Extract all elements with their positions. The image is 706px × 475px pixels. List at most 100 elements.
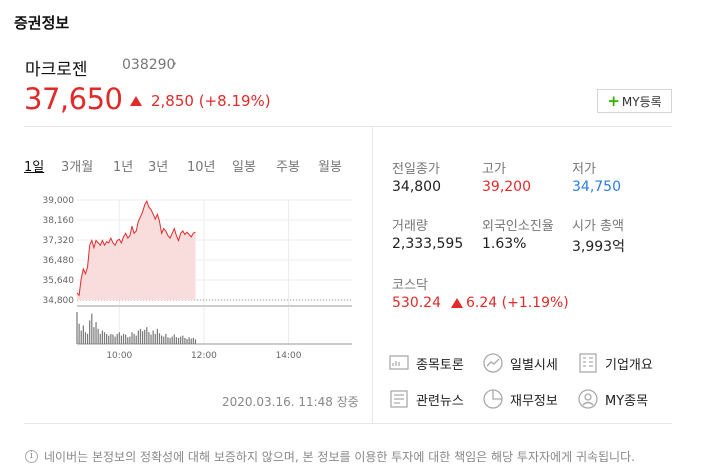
period-tab[interactable]: 10년 [187,160,216,175]
volume-bar [188,337,190,344]
volume-bar [135,335,137,344]
volume-bar [152,330,154,344]
volume-bar [118,332,120,344]
link-trend[interactable]: 일별시세 [482,352,558,374]
volume-bar [110,333,112,344]
pie-chart-icon [482,388,510,410]
stat-label: 고가 [482,162,506,177]
volume-bar [112,334,114,344]
volume-bar [144,329,146,344]
disclaimer: i 네이버는 본정보의 정확성에 대해 보증하지 않으며, 본 정보를 이용한 … [25,448,635,465]
volume-bar [80,330,82,344]
stock-code[interactable]: 038290 [122,57,176,73]
period-tab[interactable]: 월봉 [318,160,342,175]
stat-value: 39,200 [482,179,531,195]
volume-bar [99,333,101,344]
link-pie-chart[interactable]: 재무정보 [482,388,558,410]
person-icon [577,388,605,410]
volume-bar [154,333,156,344]
volume-bar [173,334,175,344]
current-price: 37,650 [24,82,123,116]
market-value: 530.24 [392,295,441,311]
link-label: 관련뉴스 [416,393,464,409]
volume-bar [93,327,95,344]
volume-bar [150,334,152,344]
chevron-right-icon[interactable]: › [171,54,177,72]
market-up-arrow-icon [451,298,463,308]
volume-bar [125,334,127,344]
volume-bar [192,337,194,344]
volume-bar [95,322,97,344]
volume-bar [194,339,197,344]
stat-value: 34,800 [392,179,441,195]
my-register-label: MY등록 [621,94,662,109]
plus-icon: + [607,91,620,110]
y-tick-label: 35,640 [43,276,75,286]
y-tick-label: 36,480 [43,256,75,266]
trend-icon [482,352,510,374]
link-news[interactable]: 관련뉴스 [388,388,464,410]
volume-bar [101,330,103,344]
link-label: 종목토론 [416,357,464,373]
volume-bar [163,336,165,344]
volume-bar [139,328,142,344]
link-label: 재무정보 [510,393,558,409]
stat-value: 3,993억 [572,239,625,255]
volume-bar [169,337,171,344]
stat-label: 거래량 [392,219,428,234]
company-icon [577,352,605,374]
y-tick-label: 39,000 [43,196,75,206]
link-discussion[interactable]: 종목토론 [388,352,464,374]
volume-bar [122,333,125,344]
volume-bar [190,338,192,344]
volume-bar [137,330,139,344]
volume-bar [182,335,184,344]
stat-value: 1.63% [482,236,527,252]
up-arrow-icon [130,96,142,106]
my-register-button[interactable]: + MY등록 [597,89,672,113]
price-change: 2,850 (+8.19%) [151,92,271,110]
period-tab[interactable]: 1년 [113,160,134,175]
volume-bar [177,337,180,344]
volume-bar [148,332,150,344]
volume-bar [116,333,118,344]
volume-bar [114,336,116,344]
volume-bar [120,335,123,344]
section-title: 증권정보 [14,14,70,32]
stat-value: 34,750 [572,179,621,195]
volume-bar [97,328,99,344]
volume-bar [89,320,91,344]
period-tab[interactable]: 3개월 [61,160,94,175]
stock-name[interactable]: 마크로젠 [25,60,88,80]
volume-bar [103,332,106,344]
stat-label: 전일종가 [392,162,440,177]
period-tab[interactable]: 주봉 [276,160,300,175]
info-icon: i [25,450,38,463]
link-person[interactable]: MY종목 [577,388,648,410]
disclaimer-text: 네이버는 본정보의 정확성에 대해 보증하지 않으며, 본 정보를 이용한 투자… [44,450,635,464]
period-tab[interactable]: 3년 [148,160,169,175]
period-tab[interactable]: 일봉 [232,160,256,175]
volume-bar [91,313,93,344]
x-tick-label: 14:00 [276,351,302,361]
volume-bar [82,325,84,344]
volume-bar [133,333,135,344]
volume-bar [186,338,188,344]
volume-bar [86,333,89,344]
market-change: 6.24 (+1.19%) [466,295,569,311]
y-tick-label: 37,320 [43,236,75,246]
stat-label: 시가 총액 [572,219,624,234]
volume-bar [76,312,78,344]
period-tab[interactable]: 1일 [24,160,45,175]
volume-bar [165,333,167,344]
y-tick-label: 38,160 [43,216,75,226]
stat-label: 외국인소진율 [482,219,554,234]
y-tick-label: 34,800 [43,296,75,306]
volume-bar [171,336,173,344]
x-tick-label: 12:00 [191,351,217,361]
volume-bar [131,332,133,344]
link-label: 기업개요 [605,357,653,373]
volume-bar [184,337,186,344]
discussion-icon [388,352,416,374]
link-company[interactable]: 기업개요 [577,352,653,374]
